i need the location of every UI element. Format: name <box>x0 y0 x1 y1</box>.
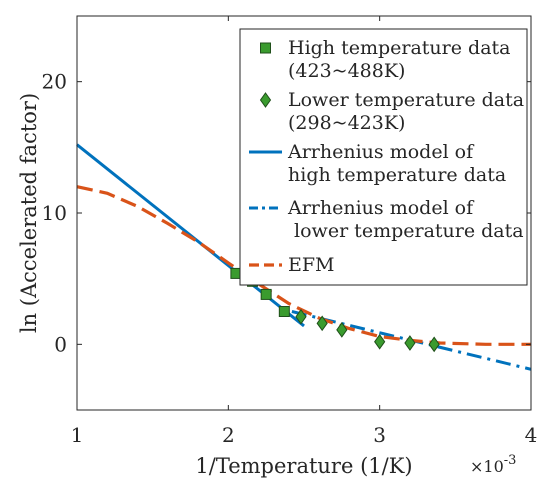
x-tick-label: 4 <box>525 423 538 447</box>
high-temp-point <box>278 306 290 317</box>
legend-label-1: High temperature data (423~488K) <box>288 37 511 82</box>
low-temp-point <box>295 308 307 325</box>
chart-marks <box>76 143 532 371</box>
x-tick-label: 2 <box>222 423 235 447</box>
low-temp-point <box>374 333 386 350</box>
series-line-5 <box>76 185 531 346</box>
legend-label-line: high temperature data <box>288 164 506 186</box>
legend-label-line: High temperature data <box>288 37 511 59</box>
legend-label-line: EFM <box>288 254 335 276</box>
low-temp-point <box>404 335 416 351</box>
x-axis-label: 1/Temperature (1/K) <box>195 454 412 478</box>
axes: 1 2 3 4 0 10 20 <box>42 15 538 447</box>
legend-label-4: Arrhenius model of lower temperature dat… <box>287 197 524 242</box>
y-axis-label: ln (Accelerated factor) <box>17 93 41 333</box>
x-tick-label: 1 <box>71 423 84 447</box>
legend-label-5: EFM <box>288 254 335 276</box>
legend-label-3: Arrhenius model of high temperature data <box>287 141 506 186</box>
high-temp-point <box>230 267 242 279</box>
x-axis-exponent-power: -3 <box>504 453 517 468</box>
legend-symbol-2 <box>259 92 272 108</box>
legend-label-line: lower temperature data <box>288 220 524 242</box>
low-temp-point <box>336 322 348 338</box>
x-axis-exponent: ×10-3 <box>470 453 516 476</box>
x-tick-label: 3 <box>373 423 386 447</box>
y-tick-label: 0 <box>54 332 67 356</box>
legend-label-line: Lower temperature data <box>288 89 524 111</box>
legend-symbol-1 <box>260 42 271 54</box>
high-temp-point <box>260 288 272 300</box>
legend-label-line: (298~423K) <box>288 112 405 134</box>
legend: High temperature data (423~488K) Lower tem… <box>239 28 528 286</box>
low-temp-point <box>428 336 440 353</box>
legend-label-line: (423~488K) <box>288 60 405 82</box>
legend-box <box>239 28 528 286</box>
y-tick-label: 10 <box>42 201 67 225</box>
y-tick-label: 20 <box>42 70 67 94</box>
x-axis-exponent-base: ×10 <box>470 457 504 476</box>
legend-label-2: Lower temperature data (298~423K) <box>288 89 524 134</box>
legend-label-line: Arrhenius model of <box>287 141 475 163</box>
legend-label-line: Arrhenius model of <box>287 197 475 219</box>
low-temp-point <box>316 315 328 332</box>
